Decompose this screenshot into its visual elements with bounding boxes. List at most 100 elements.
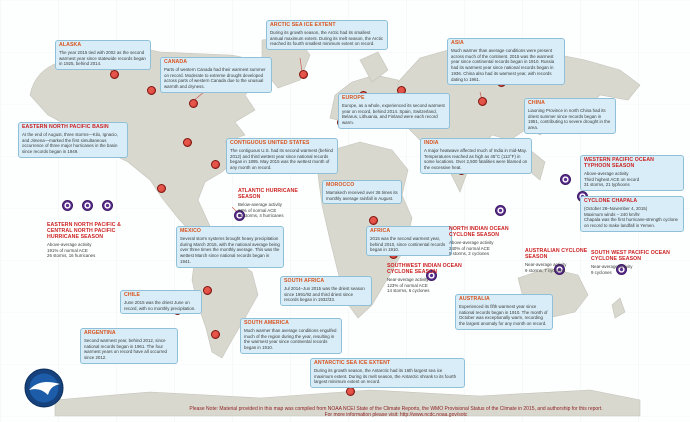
climate-event-marker — [299, 70, 308, 79]
callout-india: INDIA A major heatwave affected much of … — [420, 138, 532, 174]
callout-body: Near-average activity 9 cyclones — [591, 263, 633, 275]
callout-south-west-pacific-cyclone-season: SOUTH WEST PACIFIC OCEAN CYCLONE SEASON … — [590, 250, 682, 276]
callout-title: WESTERN PACIFIC OCEAN TYPHOON SEASON — [584, 157, 655, 169]
callout-body: Europe, as a whole, experienced its seco… — [342, 102, 445, 126]
callout-australian-cyclone-season: AUSTRALIAN CYCLONE SEASON Near-average a… — [524, 248, 604, 274]
callout-body: Several storm systems brought heavy prec… — [180, 235, 280, 264]
callout-mexico: MEXICO Several storm systems brought hea… — [176, 226, 284, 268]
callout-morocco: MOROCCO Marrakech received over 36 times… — [322, 180, 402, 205]
callout-body: The year 2015 tied with 2002 as the seco… — [59, 49, 146, 67]
callout-body: The contiguous U.S. had its second warme… — [230, 147, 333, 171]
climate-event-marker — [183, 138, 192, 147]
tropical-cyclone-icon — [560, 174, 571, 185]
callout-title: CHINA — [528, 100, 545, 106]
noaa-emblem-icon — [24, 368, 64, 408]
callout-china: CHINA Liaoning Province in north China h… — [524, 98, 616, 134]
callout-body: Above-average activity Third highest ACE… — [584, 170, 640, 188]
callout-title: MOROCCO — [326, 182, 355, 188]
callout-contiguous-united-states: CONTIGUOUS UNITED STATES The contiguous … — [226, 138, 338, 174]
callout-body: During its growth season, the Antarctic … — [314, 367, 457, 385]
tropical-cyclone-icon — [62, 200, 73, 211]
callout-alaska: ALASKA The year 2015 tied with 2002 as t… — [55, 40, 151, 71]
callout-asia: ASIA Much warmer than average conditions… — [447, 38, 565, 86]
callout-title: AUSTRALIAN CYCLONE SEASON — [525, 248, 588, 260]
callout-title: MEXICO — [180, 228, 202, 234]
callout-body: Near-average activity 9 storms, 7 cyclon… — [525, 261, 567, 273]
callout-title: CYCLONE CHAPALA — [584, 198, 638, 204]
callout-canada: CANADA Parts of western Canada had their… — [160, 57, 272, 93]
callout-title: EUROPE — [342, 95, 365, 101]
climate-event-marker — [211, 160, 220, 169]
callout-title: ASIA — [451, 40, 464, 46]
callout-body: Experienced its fifth warmest year since… — [459, 303, 548, 327]
callout-antarctic-sea-ice: ANTARCTIC SEA ICE EXTENT During its grow… — [310, 358, 465, 389]
climate-event-marker — [369, 216, 378, 225]
climate-event-marker — [147, 86, 156, 95]
callout-western-pacific-typhoon-season: WESTERN PACIFIC OCEAN TYPHOON SEASON Abo… — [580, 155, 684, 192]
callout-body: Much warmer than average conditions were… — [451, 47, 555, 82]
climate-event-marker — [203, 286, 212, 295]
callout-body: At the end of August, three storms—Kilo,… — [22, 131, 118, 155]
callout-body: Liaoning Province in north China had its… — [528, 107, 611, 131]
callout-body: Second warmest year, behind 2012, since … — [84, 337, 167, 361]
callout-title: NORTH INDIAN OCEAN CYCLONE SEASON — [449, 226, 509, 238]
callout-title: ALASKA — [59, 42, 82, 48]
footer-url[interactable]: For more information please visit: http:… — [324, 412, 468, 419]
callout-eastern-central-north-pacific-hurricane-season: EASTERN NORTH PACIFIC & CENTRAL NORTH PA… — [46, 222, 142, 260]
tropical-cyclone-icon — [554, 264, 565, 275]
callout-body: Above-average activity 240% of normal AC… — [449, 239, 494, 257]
callout-title: SOUTH WEST PACIFIC OCEAN CYCLONE SEASON — [591, 250, 670, 262]
callout-body: Parts of western Canada had their warmes… — [164, 66, 266, 90]
callout-title: EASTERN NORTH PACIFIC BASIN — [22, 124, 109, 130]
callout-body: Marrakech received over 36 times its mon… — [326, 189, 398, 201]
callout-title: INDIA — [424, 140, 439, 146]
climate-event-marker — [478, 97, 487, 106]
callout-title: ARCTIC SEA ICE EXTENT — [270, 22, 336, 28]
callout-title: ATLANTIC HURRICANE SEASON — [238, 188, 298, 200]
callout-body: June 2015 was the driest June on record,… — [124, 299, 196, 311]
climate-event-marker — [211, 330, 220, 339]
callout-southwest-indian-ocean-cyclone-season: SOUTHWEST INDIAN OCEAN CYCLONE SEASON Ne… — [386, 263, 478, 295]
tropical-cyclone-icon — [426, 270, 437, 281]
callout-title: SOUTH AMERICA — [244, 320, 289, 326]
callout-body: A major heatwave affected much of India … — [424, 147, 528, 171]
callout-title: EASTERN NORTH PACIFIC & CENTRAL NORTH PA… — [47, 222, 121, 240]
callout-title: SOUTHWEST INDIAN OCEAN CYCLONE SEASON — [387, 263, 462, 275]
callout-body: Near-average activity 123% of normal ACE… — [387, 276, 430, 294]
callout-south-africa: SOUTH AFRICA Jul 2014–Jun 2015 was the d… — [280, 276, 372, 307]
callout-title: CHILE — [124, 292, 141, 298]
callout-body: Much warmer than average conditions engu… — [244, 327, 337, 351]
climate-event-marker — [110, 70, 119, 79]
callout-body: 2015 was the second warmest year, behind… — [370, 235, 446, 253]
tropical-cyclone-icon — [616, 264, 627, 275]
callout-arctic-sea-ice: ARCTIC SEA ICE EXTENT During its growth … — [266, 20, 388, 51]
climate-event-marker — [346, 387, 355, 396]
tropical-cyclone-icon — [82, 200, 93, 211]
callout-body: (October 28–November 4, 2015) Maximum wi… — [584, 205, 678, 229]
callout-africa: AFRICA 2015 was the second warmest year,… — [366, 226, 452, 257]
callout-south-america: SOUTH AMERICA Much warmer than average c… — [240, 318, 342, 354]
tropical-cyclone-icon — [234, 210, 245, 221]
noaa-logo — [24, 368, 64, 408]
callout-title: ANTARCTIC SEA ICE EXTENT — [314, 360, 391, 366]
callout-north-indian-ocean-cyclone-season: NORTH INDIAN OCEAN CYCLONE SEASON Above-… — [448, 226, 536, 258]
callout-atlantic-hurricane-season: ATLANTIC HURRICANE SEASON Below-average … — [237, 188, 321, 220]
callout-argentina: ARGENTINA Second warmest year, behind 20… — [80, 328, 178, 364]
callout-title: AFRICA — [370, 228, 391, 234]
callout-title: CONTIGUOUS UNITED STATES — [230, 140, 310, 146]
callout-australia: AUSTRALIA Experienced its fifth warmest … — [455, 294, 553, 330]
tropical-cyclone-icon — [102, 200, 113, 211]
callout-chile: CHILE June 2015 was the driest June on r… — [120, 290, 202, 315]
callout-title: SOUTH AFRICA — [284, 278, 325, 284]
callout-cyclone-chapala: CYCLONE CHAPALA (October 28–November 4, … — [580, 196, 684, 232]
callout-body: Above-average activity 191% of normal AC… — [47, 241, 96, 259]
callout-body: Below-average activity 68% of normal ACE… — [238, 201, 284, 219]
callout-eastern-north-pacific-basin: EASTERN NORTH PACIFIC BASIN At the end o… — [18, 122, 128, 158]
callout-title: CANADA — [164, 59, 188, 65]
climate-event-marker — [189, 99, 198, 108]
callout-body: Jul 2014–Jun 2015 was the driest season … — [284, 285, 365, 303]
tropical-cyclone-icon — [495, 205, 506, 216]
callout-body: During its growth season, the Arctic had… — [270, 29, 383, 47]
footer-note: Please Note: Material provided in this m… — [110, 406, 682, 420]
